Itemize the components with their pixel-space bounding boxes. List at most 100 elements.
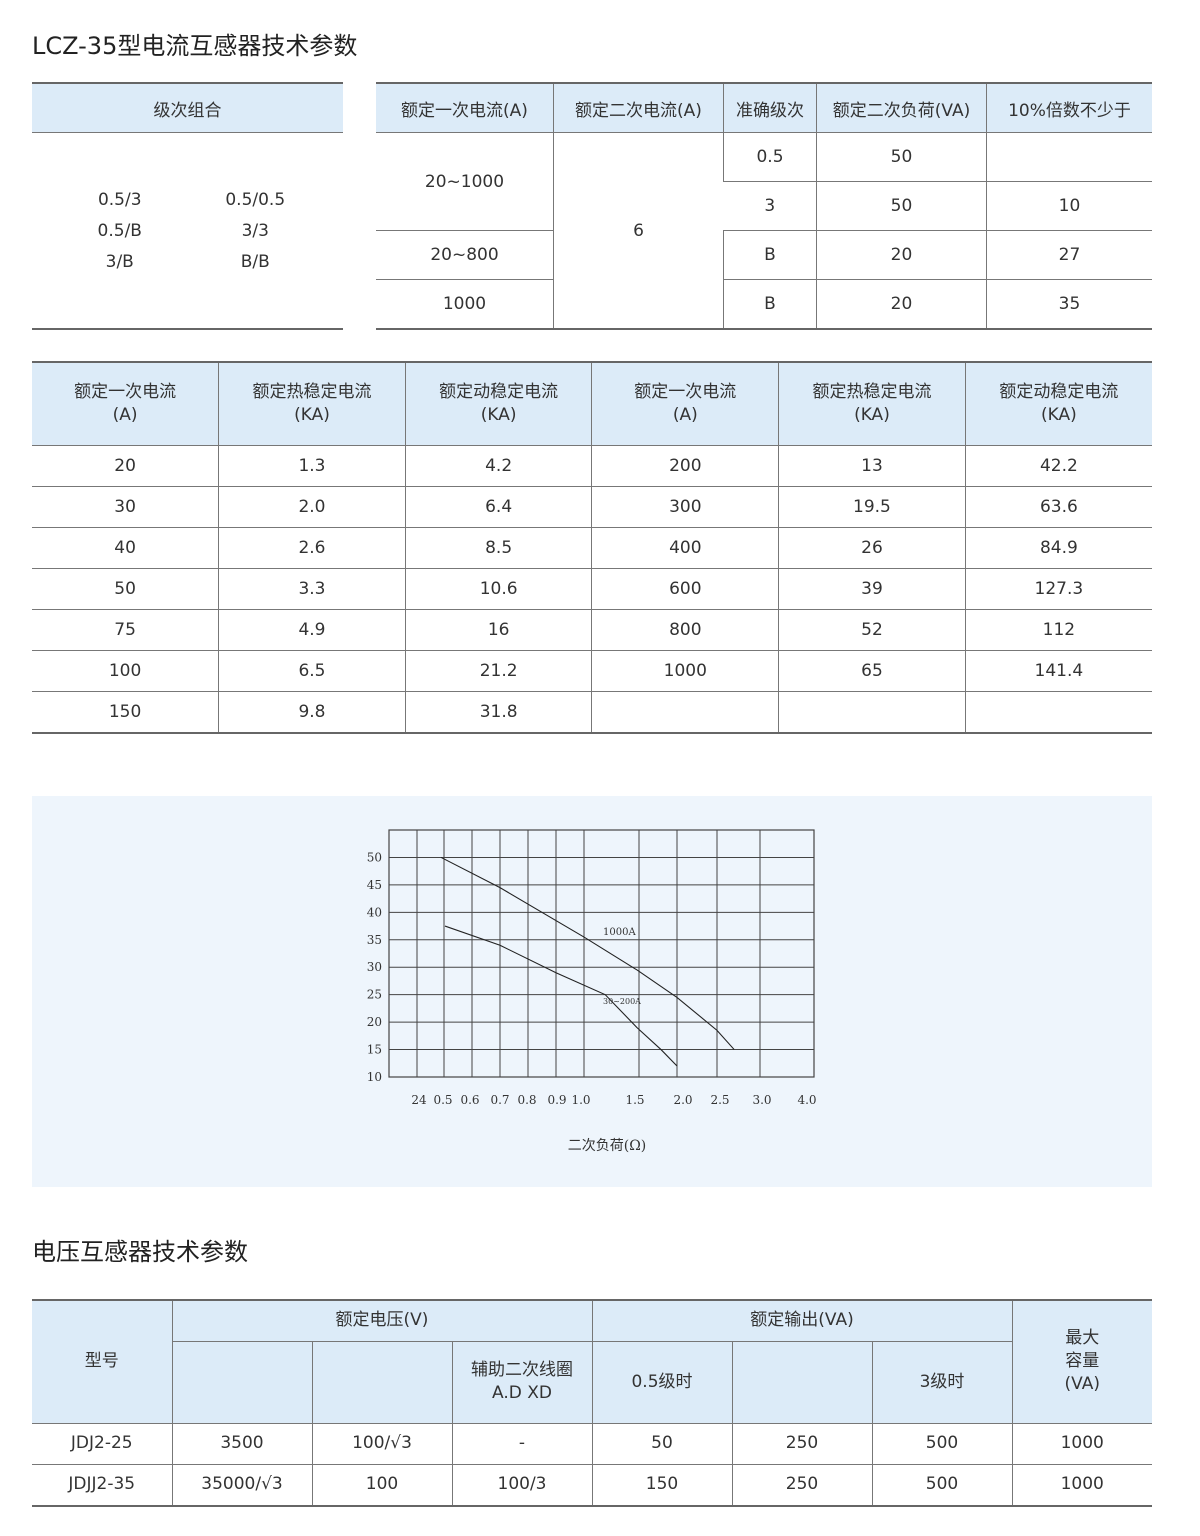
x-axis-label: 二次负荷(Ω) [568,1138,647,1154]
cell: 20~1000 [376,132,554,231]
y-tick-label: 15 [367,1043,382,1057]
cell: 500 [871,1423,1012,1465]
x-tick-label: 4.0 [797,1093,816,1107]
table-row: 75 4.9 16 800 52 112 [32,609,1152,651]
cell: 3500 [171,1423,312,1465]
x-tick-label: 1.0 [571,1093,590,1107]
cell: 42.2 [964,445,1152,487]
header-line: (KA) [294,405,330,425]
cell: 1000 [376,279,554,330]
header: 额定一次电流 (A) [591,362,779,446]
cell: 100/√3 [311,1423,452,1465]
header: 额定一次电流(A) [32,362,219,446]
label: 最大 [1065,1328,1100,1349]
cell: 150 [591,1464,732,1506]
cell: 600 [591,568,779,610]
header-class-05: 0.5级时 [591,1341,732,1424]
header-line: (KA) [854,405,890,425]
x-tick-label: 24 [411,1093,427,1107]
cell: 100 [311,1464,452,1506]
table-row: 40 2.6 8.5 400 26 84.9 [32,527,1152,569]
cell: 16 [404,609,592,651]
cell: 26 [778,527,966,569]
combination-table: 级次组合 0.5/3 0.5/0.5 0.5/B 3/3 3/B B/B [32,82,343,330]
cell: JDJ2-25 [32,1423,172,1465]
cell: 30 [32,486,219,528]
header-aux-winding: 辅助二次线圈 A.D XD [451,1341,592,1424]
combo: 3/B [105,251,134,272]
cell: 1000 [1011,1423,1152,1465]
cell: 1.3 [218,445,406,487]
cell: 35 [986,279,1152,330]
cell: 50 [816,181,987,231]
x-tick-label: 0.8 [517,1093,536,1107]
header-line: 额定一次电流 [634,382,737,402]
cell: 10 [986,181,1152,231]
y-tick-label: 50 [367,850,382,864]
header-model: 型号 [32,1300,172,1424]
header-empty [311,1341,452,1424]
header: 10%倍数不少于 [986,83,1152,133]
cell: B [723,230,817,280]
cell: 50 [591,1423,732,1465]
series-line-1 [444,925,678,1067]
table-row: 30 2.0 6.4 300 19.5 63.6 [32,486,1152,528]
header-class-3: 3级时 [871,1341,1012,1424]
cell [778,691,966,734]
cell: 20 [816,230,987,280]
header-line: 额定热稳定电流 [252,382,372,402]
header: 额定动稳定电流 (KA) [964,362,1152,446]
cell: 10.6 [404,568,592,610]
series-label: 1000A [603,927,636,938]
cell: 0.5 [723,132,817,182]
header: 额定热稳定电流 (KA) [778,362,966,446]
x-tick-label: 2.0 [673,1093,692,1107]
header: 额定一次电流(A) [376,83,554,133]
cell: B [723,279,817,330]
header-line: (KA) [480,405,517,425]
y-tick-label: 25 [367,988,382,1002]
series-line-0 [440,856,735,1050]
cell: 112 [964,609,1152,651]
table-row: 20 1.3 4.2 200 13 42.2 [32,445,1152,487]
y-tick-label: 45 [367,878,382,892]
label: A.D XD [492,1383,552,1403]
x-tick-label: 1.5 [625,1093,644,1107]
header-empty [171,1341,312,1424]
header-empty [731,1341,872,1424]
combo: 0.5/0.5 [225,189,286,210]
cell: 3.3 [218,568,406,610]
series-label: 30~200A [603,997,641,1006]
header-rated-output: 额定输出(VA) [591,1300,1012,1342]
table-row: 100 6.5 21.2 1000 65 141.4 [32,650,1152,692]
cell: 3 [723,181,817,231]
x-tick-label: 0.7 [490,1093,509,1107]
header-max-capacity: 最大 容量 (VA) [1011,1300,1152,1424]
combo: 0.5/B [97,220,142,241]
cell: 20~800 [376,230,554,280]
cell: 20 [816,279,987,330]
cell: 1000 [591,650,779,692]
cell: 35000/√3 [171,1464,312,1506]
header: 额定二次负荷(VA) [816,83,987,133]
section-title-voltage-transformer: 电压互感器技术参数 [32,1238,248,1266]
cell: 21.2 [404,650,592,692]
header-line: 额定动稳定电流 [439,382,559,402]
x-tick-label: 0.5 [433,1093,452,1107]
header-line: 额定热稳定电流 [812,382,932,402]
plot-frame [388,829,815,1078]
header: 额定二次电流(A) [553,83,724,133]
table-row: JDJ2-25 3500 100/√3-50 250 500 1000 [32,1423,1152,1465]
cell: 6.5 [218,650,406,692]
label: (VA) [1064,1374,1100,1395]
cell: 150 [32,691,219,734]
cell: 250 [731,1464,872,1506]
stability-table: 额定一次电流 (A) 额定热稳定电流 (KA) 额定动稳定电流 (KA) 额定一次电流 (A)… [32,361,1152,734]
cell: 4.2 [404,445,592,487]
table-row: JDJJ2-35 35000/√3 100 100/3 150 250 500 1000 [32,1464,1152,1506]
y-tick-label: 20 [367,1015,382,1029]
header-line: 额定动稳定电流 [999,382,1119,402]
cell: 100/3 [451,1464,592,1506]
header-line: (A) [672,405,698,425]
